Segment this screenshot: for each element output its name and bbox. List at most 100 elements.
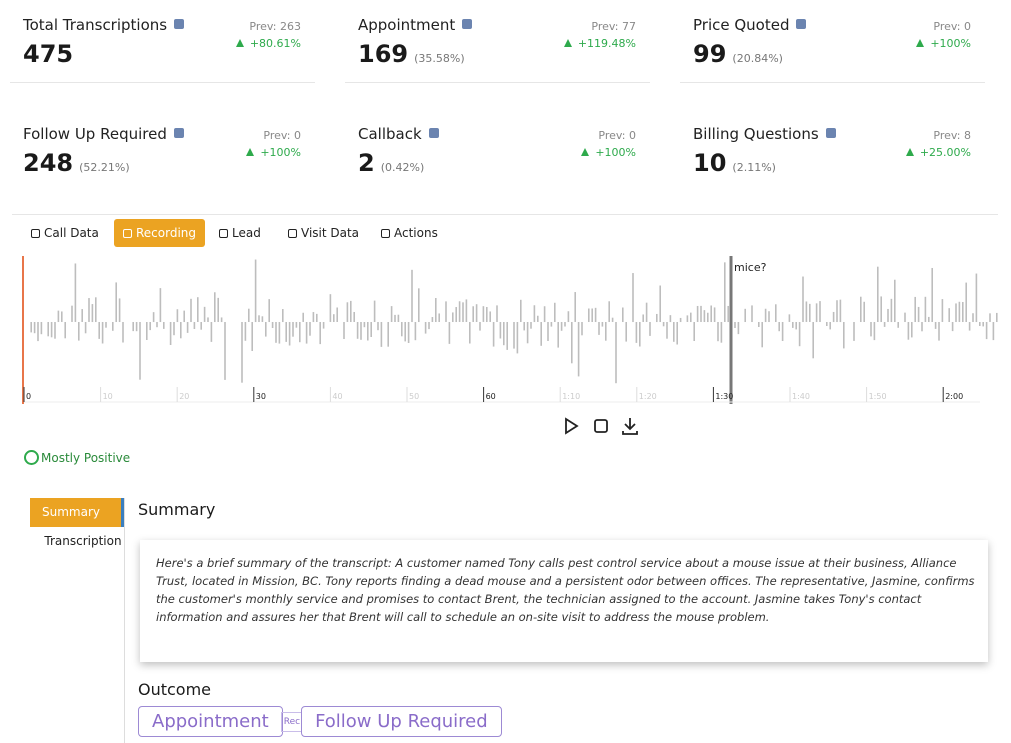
- stat-title: Total Transcriptions: [23, 16, 185, 34]
- wave-bar: [894, 279, 896, 323]
- summary-heading: Summary: [138, 500, 216, 519]
- wave-bar: [516, 322, 519, 354]
- wave-bar: [751, 305, 753, 323]
- info-icon: [174, 19, 185, 29]
- wave-bar: [550, 322, 553, 327]
- wave-bar: [567, 311, 570, 323]
- wave-bar: [91, 304, 94, 323]
- info-icon: [825, 128, 836, 138]
- info-icon: [173, 128, 184, 138]
- wave-bar: [792, 322, 794, 328]
- outcome-tag[interactable]: Appointment: [138, 706, 283, 737]
- play-button[interactable]: [565, 417, 579, 435]
- wave-bar: [159, 288, 162, 323]
- wave-bar: [560, 322, 563, 331]
- wave-bar: [543, 306, 546, 323]
- wave-bar: [275, 322, 277, 343]
- side-tab[interactable]: Transcription: [44, 534, 122, 548]
- wave-bar: [319, 322, 321, 345]
- wave-bar: [744, 308, 746, 323]
- wave-bar: [669, 315, 672, 323]
- wave-bar: [805, 301, 808, 322]
- outcome-tag[interactable]: Follow Up Required: [301, 706, 502, 737]
- wave-bar: [146, 322, 148, 340]
- wave-bar: [904, 312, 906, 323]
- wave-bar: [367, 322, 369, 341]
- wave-bar: [649, 322, 651, 336]
- wave-bar: [482, 306, 485, 322]
- wave-bar: [914, 296, 916, 323]
- wave-bar: [951, 322, 954, 332]
- stat-change-row: +25.00%: [905, 146, 971, 159]
- stat-title-text: Total Transcriptions: [23, 16, 168, 34]
- stat-title-text: Follow Up Required: [23, 125, 167, 143]
- stat-percent: (35.58%): [414, 52, 465, 65]
- wave-bar: [635, 322, 638, 343]
- wave-bar: [489, 311, 491, 322]
- tab[interactable]: Visit Data: [279, 219, 368, 247]
- wave-bar: [333, 314, 335, 322]
- wave-bar: [397, 314, 400, 323]
- wave-bar: [316, 313, 318, 322]
- wave-bar: [520, 299, 522, 322]
- wave-bar: [465, 299, 468, 323]
- time-tick-label: 10: [103, 392, 113, 401]
- wave-bar: [700, 305, 702, 322]
- wave-bar: [251, 322, 253, 351]
- wave-bar: [513, 322, 515, 349]
- wave-bar: [996, 312, 998, 323]
- stat-value: 169: [358, 40, 409, 68]
- wave-bar: [693, 322, 695, 341]
- wave-bar: [462, 302, 464, 323]
- wave-bar: [965, 282, 967, 322]
- wave-bar: [537, 315, 539, 322]
- wave-bar: [224, 322, 226, 380]
- download-button[interactable]: [622, 418, 638, 435]
- wave-bar: [40, 322, 43, 335]
- stop-button[interactable]: [594, 419, 608, 433]
- stat-change-row: +119.48%: [563, 37, 636, 50]
- wave-bar: [883, 322, 886, 327]
- wave-bar: [843, 322, 845, 349]
- stat-change-row: +80.61%: [235, 37, 301, 50]
- tab[interactable]: Actions: [372, 219, 447, 247]
- stat-value-row: 248 (52.21%): [23, 149, 130, 177]
- wave-bar: [526, 322, 529, 344]
- wave-bar: [346, 302, 349, 322]
- time-tick-label: 1:30: [715, 392, 733, 401]
- tab[interactable]: Recording: [114, 219, 206, 247]
- wave-bar: [309, 322, 311, 336]
- stat-change: +100%: [930, 37, 971, 50]
- time-tick-label: 30: [256, 392, 266, 401]
- wave-bar: [503, 322, 505, 346]
- stat-value-row: 169 (35.58%): [358, 40, 465, 68]
- wave-bar: [203, 306, 206, 322]
- up-arrow: [916, 39, 925, 47]
- wave-bar: [870, 322, 872, 337]
- stat-card: Price Quoted 99 (20.84%) Prev: 0 +100%: [680, 10, 985, 83]
- tab[interactable]: Call Data: [22, 219, 108, 247]
- wave-bar: [890, 298, 893, 323]
- side-tab[interactable]: Summary: [30, 498, 124, 527]
- stat-title-text: Billing Questions: [693, 125, 819, 143]
- wave-bar: [645, 302, 648, 322]
- wave-bar: [686, 315, 689, 322]
- wave-bar: [455, 307, 457, 323]
- wave-bar: [917, 306, 920, 323]
- wave-bar: [924, 296, 927, 322]
- stat-value-row: 99 (20.84%): [693, 40, 783, 68]
- marker-label: mice?: [734, 261, 767, 274]
- wave-bar: [299, 322, 301, 343]
- wave-bar: [486, 307, 488, 323]
- up-arrow: [581, 148, 590, 156]
- wave-bar: [958, 301, 961, 322]
- wave-bar: [394, 314, 396, 322]
- stat-card: Appointment 169 (35.58%) Prev: 77 +119.48%: [345, 10, 650, 83]
- tab[interactable]: Lead: [210, 219, 270, 247]
- tab-bar: Call Data Recording Lead Visit Data Actions: [12, 214, 998, 251]
- wave-bar: [407, 322, 410, 343]
- time-tick-label: 20: [179, 392, 189, 401]
- wave-bar: [30, 322, 32, 333]
- outcome-heading: Outcome: [138, 680, 212, 699]
